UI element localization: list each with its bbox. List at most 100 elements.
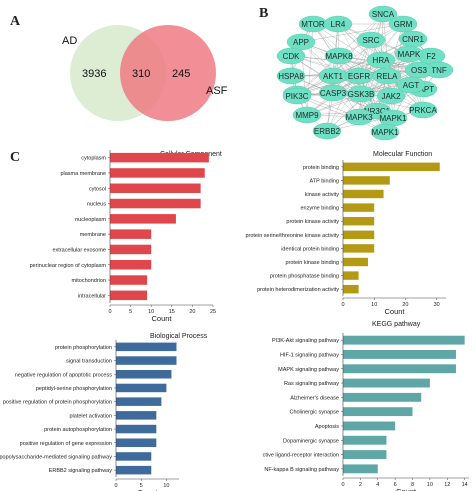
x-tick-label: 30 [434,302,440,308]
category-label: extracellular exosome [53,247,107,253]
network-node-circle [286,33,316,51]
x-tick-label: 10 [148,309,154,315]
network-node-circle [292,106,322,124]
x-tick-label: 5 [129,309,132,315]
bar [116,342,177,352]
network-node-label: SNCA [372,10,395,19]
x-tick-label: 10 [371,302,377,308]
category-label: protein kinase binding [285,260,339,266]
category-label: Alzheimer's disease [290,395,339,401]
bar [110,168,205,178]
network-node: GSK3B [346,85,376,103]
x-tick-label: 20 [189,309,195,315]
bar [343,162,440,172]
panel-letter-c: C [10,150,21,165]
category-label: MAPK signaling pathway [278,367,339,373]
network-node: SNCA [368,5,398,23]
category-label: membrane [80,232,106,238]
bar [110,183,201,193]
x-axis-label: Count [384,307,405,316]
bar [343,284,359,294]
category-label: peptidyl-serine phosphorylation [36,386,112,392]
category-label: protein kinase activity [286,219,339,225]
network-node-label: HSPA8 [278,72,304,81]
network-node: RELA [372,67,402,85]
network-node: PIK3C [282,87,312,105]
network-node-label: GRM [394,20,413,29]
bar [343,421,396,431]
network-node-label: MAPK1 [379,114,407,123]
network-node-label: ERBB2 [314,127,341,136]
venn-count-asf-only: 245 [172,68,190,80]
bar [110,290,148,301]
network-node: MMP9 [292,106,322,124]
category-label: enzyme binding [300,206,339,212]
venn-diagram: AD ASF 3936 310 245 [62,25,228,121]
network-node-circle [376,87,406,105]
chart-title: Biological Process [150,333,208,340]
bar [343,464,378,474]
bar [343,450,387,459]
network-edge [326,109,424,132]
network-node-circle [324,47,354,65]
network-node: ERBB2 [312,122,342,140]
network-node-label: CASP3 [320,89,347,98]
category-label: perinuclear region of cytoplasm [30,263,107,269]
category-label: PI3K-Akt signaling pathway [272,338,339,344]
bar [343,176,390,185]
x-tick-label: 0 [114,483,117,489]
network-node: OS3 [404,61,434,79]
network-node-circle [276,67,306,85]
category-label: Dopaminergic synapse [283,438,339,444]
x-tick-label: 2 [359,482,362,488]
network-node-label: TNF [431,66,447,75]
network-node: GRM [388,15,418,33]
network-node-label: CDK [283,52,301,61]
category-label: identical protein binding [281,246,339,252]
category-label: platelet activation [70,413,113,419]
network-edge [332,39,372,94]
category-label: plasma membrane [60,171,106,177]
bar [343,189,384,199]
network-node-label: RELA [377,72,399,81]
network-node-label: GSK3B [348,90,375,99]
network-node: AGT [396,76,426,94]
network-node-label: CNR1 [402,35,424,44]
bar [343,364,456,374]
category-label: signal transduction [66,359,112,365]
network-node: SRC [356,31,386,49]
x-tick-label: 4 [376,482,379,488]
bar [343,257,368,267]
x-tick-label: 20 [402,302,408,308]
category-label: cytoplasm [81,156,106,162]
network-node: CDK [276,47,306,65]
bar [110,275,148,285]
bar [343,271,359,280]
category-label: Apoptosis [315,424,339,430]
category-label: kinase activity [305,192,339,198]
network-node: APP [286,33,316,51]
bar [116,424,157,434]
network-node: MAPK1 [370,123,400,141]
network-nodes: SNCA MTOR LR4 GRM CNR1 APP SRC CDK F2 TNF MAPK MAPK… [276,5,454,141]
network-node: HSPA8 [276,67,306,85]
x-tick-label: 10 [163,483,169,489]
category-label: protein autophosphorylation [44,427,112,433]
network-edge [290,55,420,71]
network-node-circle [394,45,424,63]
bar [116,411,157,420]
x-tick-label: 0 [341,482,344,488]
network-node-circle [370,123,400,141]
ppi-network: SNCA MTOR LR4 GRM CNR1 APP SRC CDK F2 TNF MAPK MAPK… [276,5,454,141]
category-label: intracellular [78,293,106,299]
venn-count-overlap: 310 [132,68,150,80]
panel-letter-a: A [10,14,21,29]
network-node-label: MAPK8 [325,52,353,61]
bar [343,203,375,212]
network-node-circle [388,15,418,33]
network-node-label: MAPK3 [345,113,373,122]
network-node-label: SRC [363,36,380,45]
x-axis-label: Count [396,487,417,491]
